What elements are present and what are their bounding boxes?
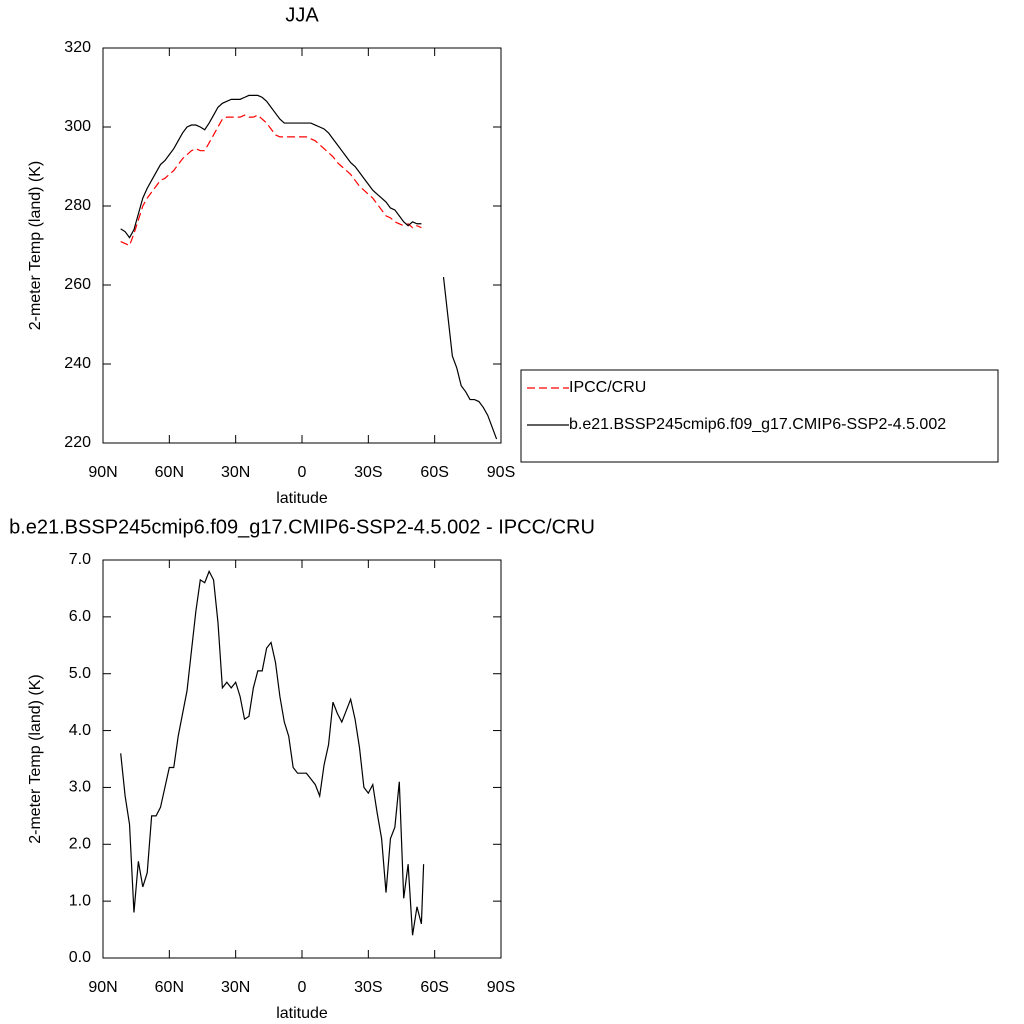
y-tick-label: 320 [64,39,91,56]
x-tick-label: 30S [354,979,382,996]
y-tick-label: 1.0 [69,892,91,909]
x-tick-label: 90S [487,464,515,481]
x-axis-label: latitude [276,1005,328,1022]
plot-frame [102,559,502,959]
legend-box [520,369,999,463]
y-tick-label: 300 [64,118,91,135]
x-tick-label: 60N [155,464,184,481]
y-tick-label: 6.0 [69,608,91,625]
x-tick-label: 30N [221,979,250,996]
x-tick-label: 30N [221,464,250,481]
y-tick-label: 2.0 [69,836,91,853]
y-tick-label: 0.0 [69,949,91,966]
y-tick-label: 3.0 [69,779,91,796]
series-line [120,94,498,440]
y-tick-label: 220 [64,434,91,451]
plot-frame [102,47,502,444]
x-tick-label: 0 [298,464,307,481]
y-tick-label: 5.0 [69,665,91,682]
y-tick-label: 260 [64,276,91,293]
y-tick-label: 7.0 [69,551,91,568]
chart-title: b.e21.BSSP245cmip6.f09_g17.CMIP6-SSP2-4.… [9,516,595,538]
x-tick-label: 60S [420,464,448,481]
legend-label: b.e21.BSSP245cmip6.f09_g17.CMIP6-SSP2-4.… [569,416,946,433]
series-line [120,569,425,936]
y-tick-label: 4.0 [69,722,91,739]
y-tick-label: 280 [64,197,91,214]
chart-title: JJA [285,4,319,26]
x-tick-label: 30S [354,464,382,481]
x-tick-label: 90N [88,979,117,996]
x-tick-label: 60S [420,979,448,996]
y-tick-label: 240 [64,355,91,372]
series-line [120,114,422,247]
x-tick-label: 90S [487,979,515,996]
x-tick-label: 60N [155,979,184,996]
x-tick-label: 90N [88,464,117,481]
y-axis-label: 2-meter Temp (land) (K) [27,161,44,331]
y-axis-label: 2-meter Temp (land) (K) [27,674,44,844]
legend-label: IPCC/CRU [569,379,646,396]
x-axis-label: latitude [276,490,328,507]
x-tick-label: 0 [298,979,307,996]
